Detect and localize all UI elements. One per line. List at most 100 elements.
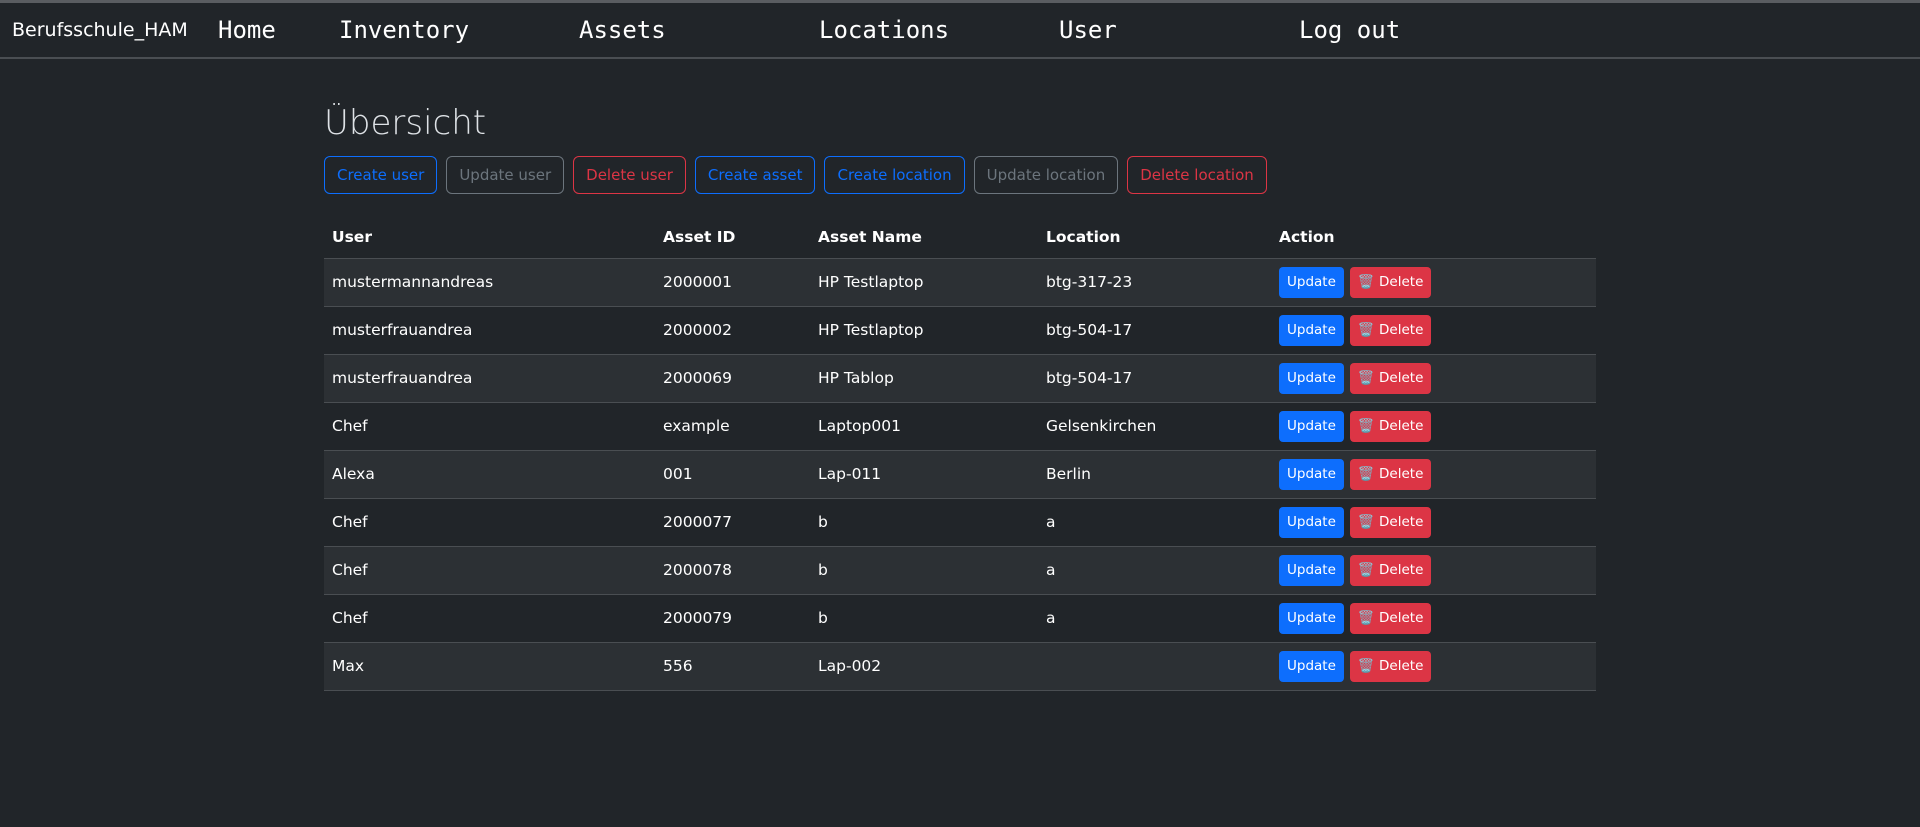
table-row: Chef 2000077 b a Update 🗑️ Delete: [324, 498, 1596, 547]
delete-button[interactable]: 🗑️ Delete: [1349, 362, 1432, 394]
delete-button[interactable]: 🗑️ Delete: [1349, 266, 1432, 298]
cell-user: Chef: [324, 546, 655, 595]
cell-action: Update 🗑️ Delete: [1271, 306, 1596, 355]
col-action: Action: [1271, 217, 1596, 259]
cell-user: Chef: [324, 402, 655, 451]
cell-asset-id: 2000069: [655, 354, 810, 403]
table-header: User Asset ID Asset Name Location Action: [324, 217, 1596, 259]
update-button[interactable]: Update: [1279, 602, 1344, 634]
cell-location: btg-317-23: [1038, 258, 1271, 307]
update-button[interactable]: Update: [1279, 554, 1344, 586]
update-user-button[interactable]: Update user: [446, 156, 565, 194]
delete-label: Delete: [1379, 370, 1424, 386]
delete-button[interactable]: 🗑️ Delete: [1349, 314, 1432, 346]
table-row: musterfrauandrea 2000002 HP Testlaptop btg-…: [324, 306, 1596, 355]
nav-assets[interactable]: Assets: [579, 16, 666, 44]
update-location-button[interactable]: Update location: [973, 156, 1119, 194]
create-location-button[interactable]: Create location: [824, 156, 965, 194]
nav-logout[interactable]: Log out: [1299, 16, 1401, 44]
cell-user: mustermannandreas: [324, 258, 655, 307]
cell-user: Alexa: [324, 450, 655, 499]
cell-asset-name: Lap-011: [810, 450, 1038, 499]
cell-asset-id: 2000077: [655, 498, 810, 547]
delete-label: Delete: [1379, 562, 1424, 578]
nav-inventory[interactable]: Inventory: [339, 16, 470, 44]
delete-label: Delete: [1379, 610, 1424, 626]
page-title: Übersicht: [324, 103, 487, 143]
cell-asset-id: example: [655, 402, 810, 451]
cell-asset-id: 2000002: [655, 306, 810, 355]
trash-icon: 🗑️: [1357, 610, 1375, 626]
update-button[interactable]: Update: [1279, 410, 1344, 442]
delete-button[interactable]: 🗑️ Delete: [1349, 602, 1432, 634]
update-button[interactable]: Update: [1279, 314, 1344, 346]
cell-asset-name: b: [810, 498, 1038, 547]
action-buttons: Create user Update user Delete user Create …: [324, 156, 1267, 194]
cell-location: a: [1038, 594, 1271, 643]
cell-asset-name: HP Testlaptop: [810, 258, 1038, 307]
trash-icon: 🗑️: [1357, 322, 1375, 338]
cell-asset-name: Lap-002: [810, 642, 1038, 691]
cell-asset-name: HP Testlaptop: [810, 306, 1038, 355]
delete-location-button[interactable]: Delete location: [1127, 156, 1267, 194]
delete-label: Delete: [1379, 466, 1424, 482]
navbar: Berufsschule_HAM Home Inventory Assets L…: [0, 3, 1920, 59]
table-row: Max 556 Lap-002 Update 🗑️ Delete: [324, 642, 1596, 691]
cell-location: a: [1038, 546, 1271, 595]
delete-label: Delete: [1379, 418, 1424, 434]
cell-location: Gelsenkirchen: [1038, 402, 1271, 451]
delete-label: Delete: [1379, 514, 1424, 530]
delete-button[interactable]: 🗑️ Delete: [1349, 650, 1432, 682]
cell-asset-id: 556: [655, 642, 810, 691]
nav-user[interactable]: User: [1059, 16, 1117, 44]
cell-asset-name: Laptop001: [810, 402, 1038, 451]
update-button[interactable]: Update: [1279, 506, 1344, 538]
col-user: User: [324, 217, 655, 259]
trash-icon: 🗑️: [1357, 466, 1375, 482]
brand[interactable]: Berufsschule_HAM: [12, 19, 188, 41]
cell-action: Update 🗑️ Delete: [1271, 498, 1596, 547]
cell-asset-id: 2000078: [655, 546, 810, 595]
cell-asset-id: 001: [655, 450, 810, 499]
update-button[interactable]: Update: [1279, 266, 1344, 298]
nav-home[interactable]: Home: [218, 16, 276, 44]
create-user-button[interactable]: Create user: [324, 156, 438, 194]
delete-user-button[interactable]: Delete user: [573, 156, 686, 194]
cell-user: Max: [324, 642, 655, 691]
cell-action: Update 🗑️ Delete: [1271, 546, 1596, 595]
table-row: mustermannandreas 2000001 HP Testlaptop btg…: [324, 258, 1596, 307]
cell-user: musterfrauandrea: [324, 354, 655, 403]
update-button[interactable]: Update: [1279, 650, 1344, 682]
cell-user: musterfrauandrea: [324, 306, 655, 355]
table-row: musterfrauandrea 2000069 HP Tablop btg-504-…: [324, 354, 1596, 403]
update-button[interactable]: Update: [1279, 362, 1344, 394]
delete-label: Delete: [1379, 658, 1424, 674]
cell-action: Update 🗑️ Delete: [1271, 450, 1596, 499]
trash-icon: 🗑️: [1357, 418, 1375, 434]
col-asset-name: Asset Name: [810, 217, 1038, 259]
trash-icon: 🗑️: [1357, 274, 1375, 290]
delete-button[interactable]: 🗑️ Delete: [1349, 410, 1432, 442]
cell-user: Chef: [324, 498, 655, 547]
table-row: Chef example Laptop001 Gelsenkirchen Update 🗑…: [324, 402, 1596, 451]
nav-locations[interactable]: Locations: [819, 16, 950, 44]
cell-location: btg-504-17: [1038, 306, 1271, 355]
cell-location: btg-504-17: [1038, 354, 1271, 403]
col-asset-id: Asset ID: [655, 217, 810, 259]
trash-icon: 🗑️: [1357, 562, 1375, 578]
cell-user: Chef: [324, 594, 655, 643]
cell-asset-id: 2000001: [655, 258, 810, 307]
assets-table: User Asset ID Asset Name Location Action…: [324, 217, 1596, 691]
trash-icon: 🗑️: [1357, 370, 1375, 386]
delete-button[interactable]: 🗑️ Delete: [1349, 554, 1432, 586]
cell-asset-name: HP Tablop: [810, 354, 1038, 403]
delete-button[interactable]: 🗑️ Delete: [1349, 458, 1432, 490]
cell-action: Update 🗑️ Delete: [1271, 642, 1596, 691]
update-button[interactable]: Update: [1279, 458, 1344, 490]
cell-location: [1038, 642, 1271, 691]
cell-asset-name: b: [810, 546, 1038, 595]
delete-button[interactable]: 🗑️ Delete: [1349, 506, 1432, 538]
create-asset-button[interactable]: Create asset: [694, 156, 816, 194]
cell-action: Update 🗑️ Delete: [1271, 354, 1596, 403]
table-row: Chef 2000079 b a Update 🗑️ Delete: [324, 594, 1596, 643]
